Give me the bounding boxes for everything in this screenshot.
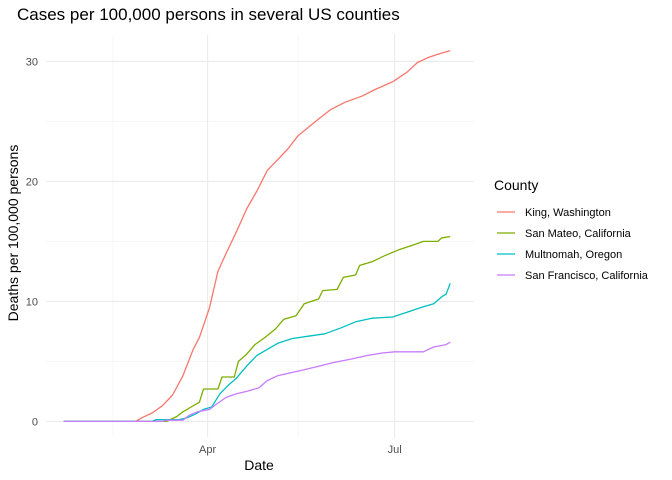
legend-title: County [494, 177, 538, 193]
y-axis-ticks: 0 10 20 30 [26, 56, 38, 428]
legend-label: San Mateo, California [525, 228, 632, 240]
series-lines [63, 49, 451, 423]
x-axis-title: Date [244, 457, 274, 473]
series-line-4 [63, 341, 451, 423]
y-axis-title: Deaths per 100,000 persons [5, 145, 21, 322]
grid [46, 35, 474, 437]
y-tick-label: 30 [26, 56, 38, 68]
legend-label: King, Washington [525, 207, 611, 219]
x-tick-label: Jul [388, 444, 402, 456]
chart-title: Cases per 100,000 persons in several US … [17, 5, 400, 24]
legend-label: Multnomah, Oregon [525, 249, 622, 261]
series-line-3 [63, 283, 451, 423]
x-tick-label: Apr [199, 444, 216, 456]
legend-label: San Francisco, California [525, 270, 649, 282]
y-tick-label: 10 [26, 296, 38, 308]
legend-items: King, Washington San Mateo, California Mul… [497, 207, 649, 282]
y-tick-label: 20 [26, 176, 38, 188]
series-line-2 [63, 235, 451, 423]
x-axis-ticks: Apr Jul [199, 444, 402, 456]
series-line-1 [63, 49, 451, 423]
y-tick-label: 0 [32, 416, 38, 428]
legend: County King, Washington San Mateo, Califo… [494, 177, 649, 282]
